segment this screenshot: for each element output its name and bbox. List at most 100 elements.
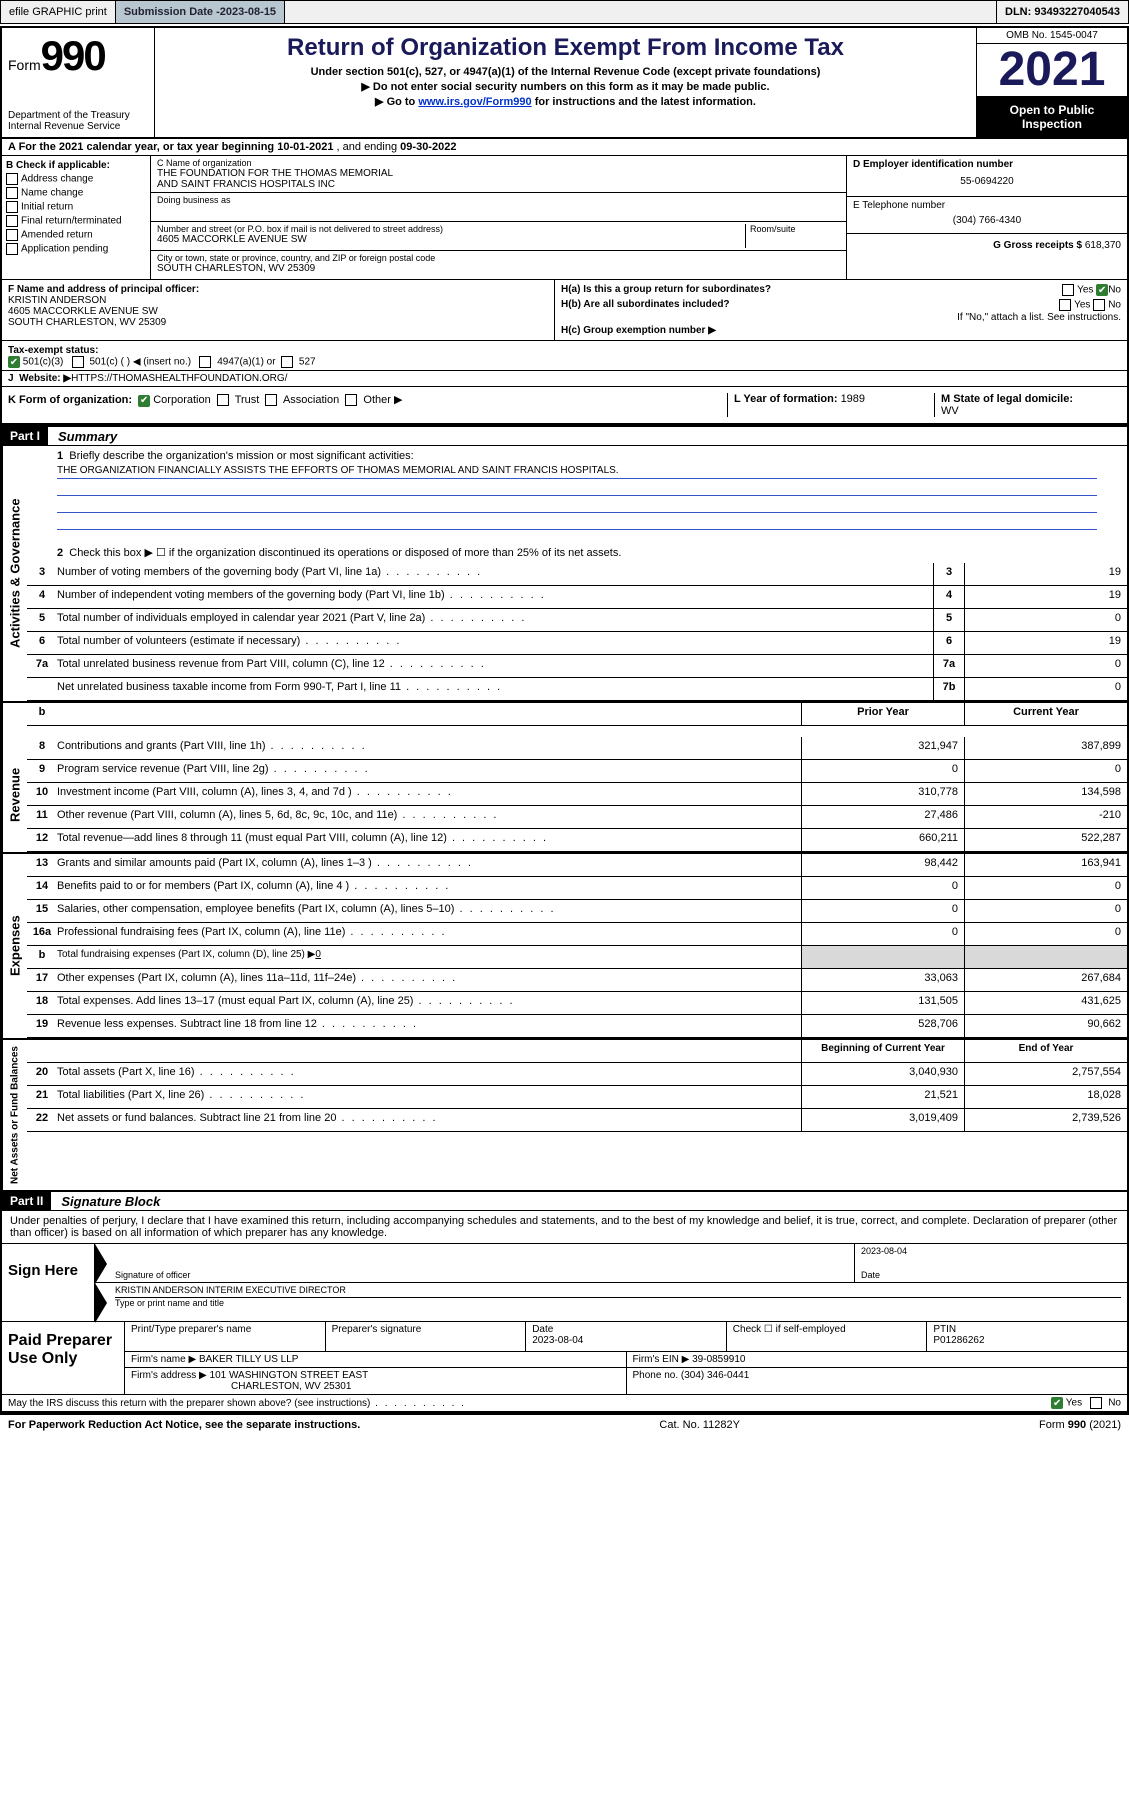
line-desc: Net assets or fund balances. Subtract li…	[57, 1109, 801, 1131]
summary-line-7b: Net unrelated business taxable income fr…	[27, 678, 1127, 701]
sig-row-2: KRISTIN ANDERSON INTERIM EXECUTIVE DIREC…	[95, 1283, 1127, 1321]
prior-year-label: Prior Year	[801, 703, 964, 725]
bey-label: Beginning of Current Year	[801, 1040, 964, 1062]
discuss-no-box[interactable]	[1090, 1397, 1102, 1409]
addr-label: Number and street (or P.O. box if mail i…	[157, 224, 745, 234]
firm-phone-label: Phone no.	[633, 1370, 681, 1381]
form-header: Form990 Department of the Treasury Inter…	[2, 28, 1127, 139]
i-527: 527	[299, 357, 316, 368]
self-employed: Check ☐ if self-employed	[727, 1322, 928, 1351]
chk-name-change[interactable]: Name change	[6, 187, 146, 199]
line-desc: Total fundraising expenses (Part IX, col…	[57, 946, 801, 968]
i-4947-box[interactable]	[199, 356, 211, 368]
l2-num: 2	[57, 547, 63, 559]
irs-link[interactable]: www.irs.gov/Form990	[418, 96, 531, 108]
h-b: H(b) Are all subordinates included? Yes …	[561, 299, 1121, 310]
k-other-box[interactable]	[345, 394, 357, 406]
form-number: Form990	[8, 32, 148, 80]
line-val: 0	[964, 678, 1127, 700]
line-num: 16a	[27, 923, 57, 945]
header-mid: Return of Organization Exempt From Incom…	[155, 28, 976, 137]
prep-date-label: Date	[532, 1324, 720, 1335]
h-a: H(a) Is this a group return for subordin…	[561, 284, 1121, 295]
na-header: Beginning of Current Year End of Year	[27, 1040, 1127, 1063]
toolbar-spacer	[285, 1, 997, 23]
line-desc: Investment income (Part VIII, column (A)…	[57, 783, 801, 805]
submission-date-btn[interactable]: Submission Date - 2023-08-15	[116, 1, 285, 23]
ein-value: 55-0694220	[853, 170, 1121, 193]
current-year: 267,684	[964, 969, 1127, 991]
revenue-line-8: 8Contributions and grants (Part VIII, li…	[27, 737, 1127, 760]
sig-date-label: Date	[861, 1270, 880, 1280]
line-num: 6	[27, 632, 57, 654]
k-assoc-box[interactable]	[265, 394, 277, 406]
current-year: 134,598	[964, 783, 1127, 805]
line-code: 3	[933, 563, 964, 585]
k-trust-box[interactable]	[217, 394, 229, 406]
i-501c-box[interactable]	[72, 356, 84, 368]
i-501c3-check-icon: ✔	[8, 356, 20, 368]
chk-final-return[interactable]: Final return/terminated	[6, 215, 146, 227]
end-year: 2,739,526	[964, 1109, 1127, 1131]
current-year: 522,287	[964, 829, 1127, 851]
line-desc: Number of independent voting members of …	[57, 586, 933, 608]
line-num: 10	[27, 783, 57, 805]
line-desc: Total revenue—add lines 8 through 11 (mu…	[57, 829, 801, 851]
current-year: -210	[964, 806, 1127, 828]
line-num: 20	[27, 1063, 57, 1085]
current-year: 0	[964, 923, 1127, 945]
b-header: B Check if applicable:	[6, 160, 146, 171]
goto-post: for instructions and the latest informat…	[532, 96, 756, 108]
line-desc: Total unrelated business revenue from Pa…	[57, 655, 933, 677]
line-desc: Benefits paid to or for members (Part IX…	[57, 877, 801, 899]
l-label: L Year of formation:	[734, 393, 841, 405]
ha-yes-box[interactable]	[1062, 284, 1074, 296]
part2-header: Part II Signature Block	[2, 1190, 1127, 1211]
hdr-d-spacer	[57, 703, 801, 725]
chk-amended[interactable]: Amended return	[6, 229, 146, 241]
header-left: Form990 Department of the Treasury Inter…	[2, 28, 155, 137]
chk-application-pending[interactable]: Application pending	[6, 243, 146, 255]
dept-treasury: Department of the Treasury	[8, 110, 148, 121]
revenue-line-9: 9Program service revenue (Part VIII, lin…	[27, 760, 1127, 783]
line-desc: Program service revenue (Part VIII, line…	[57, 760, 801, 782]
dba-label: Doing business as	[157, 195, 840, 205]
i-527-box[interactable]	[281, 356, 293, 368]
revenue-line-12: 12Total revenue—add lines 8 through 11 (…	[27, 829, 1127, 852]
prior-year: 321,947	[801, 737, 964, 759]
firm-addr-label: Firm's address ▶	[131, 1370, 210, 1381]
line-num: 9	[27, 760, 57, 782]
subtitle-3: Go to www.irs.gov/Form990 for instructio…	[161, 95, 970, 108]
hb-yes-box[interactable]	[1059, 299, 1071, 311]
line-val: 0	[964, 655, 1127, 677]
footer-left: For Paperwork Reduction Act Notice, see …	[8, 1419, 360, 1431]
sign-here-label: Sign Here	[2, 1244, 95, 1321]
end-year: 18,028	[964, 1086, 1127, 1108]
paid-row-1: Print/Type preparer's name Preparer's si…	[125, 1322, 1127, 1352]
sig-date: 2023-08-04	[861, 1246, 1121, 1256]
ein2-label: Firm's EIN ▶	[633, 1354, 693, 1365]
line-desc: Total number of volunteers (estimate if …	[57, 632, 933, 654]
hb-no-box[interactable]	[1093, 299, 1105, 311]
netasset-line-22: 22Net assets or fund balances. Subtract …	[27, 1109, 1127, 1132]
line-num: 12	[27, 829, 57, 851]
hb-note: If "No," attach a list. See instructions…	[561, 312, 1121, 323]
end-year: 2,757,554	[964, 1063, 1127, 1085]
line-desc: Revenue less expenses. Subtract line 18 …	[57, 1015, 801, 1037]
chk-address-change[interactable]: Address change	[6, 173, 146, 185]
hdr-b: b	[27, 703, 57, 725]
current-year: 163,941	[964, 854, 1127, 876]
col-b: B Check if applicable: Address change Na…	[2, 156, 151, 279]
ein-row: D Employer identification number 55-0694…	[847, 156, 1127, 197]
org-name-label: C Name of organization	[157, 158, 840, 168]
i-4947: 4947(a)(1) or	[217, 357, 275, 368]
omb-number: OMB No. 1545-0047	[977, 28, 1127, 44]
chk-initial-return[interactable]: Initial return	[6, 201, 146, 213]
k-corp-check-icon: ✔	[138, 395, 150, 407]
col-deg: D Employer identification number 55-0694…	[847, 156, 1127, 279]
line-a-mid: , and ending	[337, 141, 401, 153]
prior-year: 131,505	[801, 992, 964, 1014]
summary-line-4: 4Number of independent voting members of…	[27, 586, 1127, 609]
py-cy-header-block: b Prior Year Current Year	[2, 701, 1127, 737]
netassets-section: Net Assets or Fund Balances Beginning of…	[2, 1038, 1127, 1190]
